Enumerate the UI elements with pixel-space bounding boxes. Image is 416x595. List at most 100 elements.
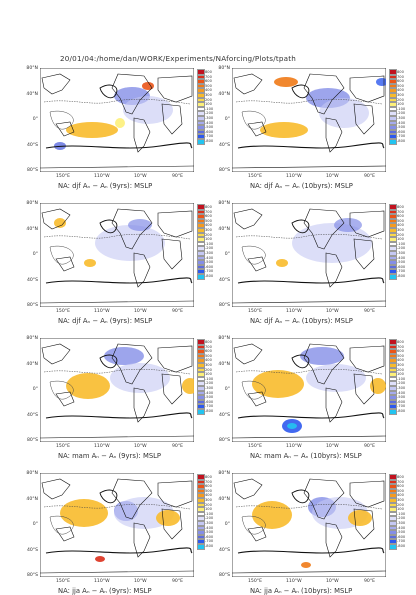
colorbar-label: -300 — [205, 386, 214, 390]
colorbar-label: -700 — [205, 404, 214, 409]
colorbar-swatch — [389, 339, 397, 346]
colorbar-swatch — [197, 403, 205, 410]
longitude-label: 110°W — [286, 579, 302, 584]
colorbar-label: 600 — [205, 79, 212, 84]
colorbar-swatch — [197, 69, 205, 76]
colorbar-label: 400 — [205, 223, 212, 228]
colorbar-label: 500 — [205, 83, 212, 88]
colorbar-swatch — [197, 497, 205, 504]
colorbar-swatch — [389, 389, 397, 397]
latitude-label: 80°N — [26, 201, 38, 206]
colorbar-swatch — [389, 92, 397, 99]
colorbar-label: 700 — [397, 479, 404, 484]
colorbar-label: 800 — [205, 475, 212, 479]
latitude-label: 40°N — [218, 226, 230, 232]
colorbar-swatch — [197, 119, 205, 127]
latitude-label: 40°N — [26, 496, 38, 502]
colorbar-swatch — [197, 240, 205, 248]
colorbar-label: -700 — [205, 539, 214, 544]
latitude-label: 40°S — [218, 412, 230, 418]
longitude-label: 150°E — [248, 309, 262, 314]
colorbar-label: -500 — [205, 260, 214, 265]
colorbar-swatch — [197, 92, 205, 99]
colorbar-swatch — [389, 69, 397, 76]
latitude-label: 0° — [32, 387, 38, 392]
colorbar-label: -700 — [205, 134, 214, 139]
anomaly-map — [232, 473, 386, 577]
colorbar-swatch — [197, 501, 205, 509]
longitude-label: 90°E — [172, 309, 184, 314]
longitude-label: 110°W — [94, 444, 110, 449]
latitude-label: 80°S — [26, 573, 38, 578]
colorbar-label: -200 — [397, 381, 406, 386]
latitude-label: 40°N — [26, 226, 38, 232]
colorbar-label: 700 — [397, 209, 404, 214]
longitude-label: 10°W — [134, 309, 147, 314]
longitude-label: 10°W — [134, 579, 147, 584]
colorbar-label: -100 — [205, 106, 214, 111]
colorbar-label: 400 — [205, 493, 212, 498]
colorbar-swatch — [389, 407, 397, 415]
colorbar-swatch — [197, 115, 205, 122]
colorbar-label: -100 — [205, 511, 214, 516]
colorbar-swatch — [389, 87, 397, 94]
colorbar-label: 600 — [205, 214, 212, 219]
colorbar-swatch — [197, 483, 205, 490]
colorbar-label: 100 — [397, 372, 404, 377]
colorbar-label: -400 — [397, 255, 406, 260]
colorbar-label: -700 — [397, 134, 406, 139]
colorbar-label: 800 — [205, 340, 212, 344]
colorbar-label: 500 — [397, 83, 404, 88]
colorbar-label: 400 — [397, 223, 404, 228]
colorbar-swatch — [197, 128, 205, 136]
colorbar-swatch — [389, 371, 397, 378]
colorbar-swatch — [389, 529, 397, 536]
colorbar-swatch — [389, 343, 397, 351]
colorbar-swatch — [197, 407, 205, 415]
colorbar-label: -500 — [205, 125, 214, 130]
colorbar-label: 600 — [205, 349, 212, 354]
colorbar-label: 500 — [205, 488, 212, 493]
longitude-label: 90°E — [364, 174, 376, 179]
colorbar — [389, 69, 397, 145]
colorbar — [197, 69, 205, 145]
file-path-header: 20/01/04:/home/dan/WORK/Experiments/NAfo… — [60, 54, 296, 63]
colorbar-swatch — [197, 474, 205, 481]
colorbar-swatch — [197, 236, 205, 243]
colorbar-label: -400 — [205, 255, 214, 260]
colorbar-label: 300 — [397, 363, 404, 367]
colorbar-label: -200 — [205, 246, 214, 251]
colorbar-label: 500 — [397, 218, 404, 223]
colorbar-label: -100 — [397, 241, 406, 246]
colorbar-swatch — [197, 380, 205, 387]
colorbar-swatch — [389, 380, 397, 387]
latitude-label: 0° — [224, 252, 230, 257]
colorbar-swatch — [197, 137, 205, 145]
colorbar-label: 400 — [397, 358, 404, 363]
colorbar-swatch — [197, 272, 205, 280]
colorbar-swatch — [197, 375, 205, 383]
latitude-label: 40°S — [26, 547, 38, 553]
colorbar-swatch — [197, 533, 205, 541]
colorbar-label: 400 — [205, 88, 212, 93]
colorbar-swatch — [197, 515, 205, 522]
colorbar-swatch — [197, 366, 205, 374]
colorbar-label: 500 — [205, 218, 212, 223]
colorbar-label: -600 — [397, 264, 406, 269]
colorbar-swatch — [389, 217, 397, 225]
latitude-label: 80°N — [218, 66, 230, 71]
latitude-label: 80°N — [218, 201, 230, 206]
colorbar-label: 700 — [397, 344, 404, 349]
colorbar-label: 700 — [397, 74, 404, 79]
colorbar-label: 100 — [397, 237, 404, 242]
colorbar-swatch — [389, 403, 397, 410]
colorbar-swatch — [389, 375, 397, 383]
latitude-label: 0° — [224, 387, 230, 392]
anomaly-map — [40, 203, 194, 307]
colorbar-swatch — [389, 474, 397, 481]
panel-caption: NA: djf Aₙ − Aₙ (10byrs): MSLP — [250, 317, 353, 325]
colorbar-label: -700 — [205, 269, 214, 274]
colorbar-swatch — [389, 110, 397, 117]
latitude-label: 0° — [32, 252, 38, 257]
colorbar-label: 100 — [397, 102, 404, 107]
